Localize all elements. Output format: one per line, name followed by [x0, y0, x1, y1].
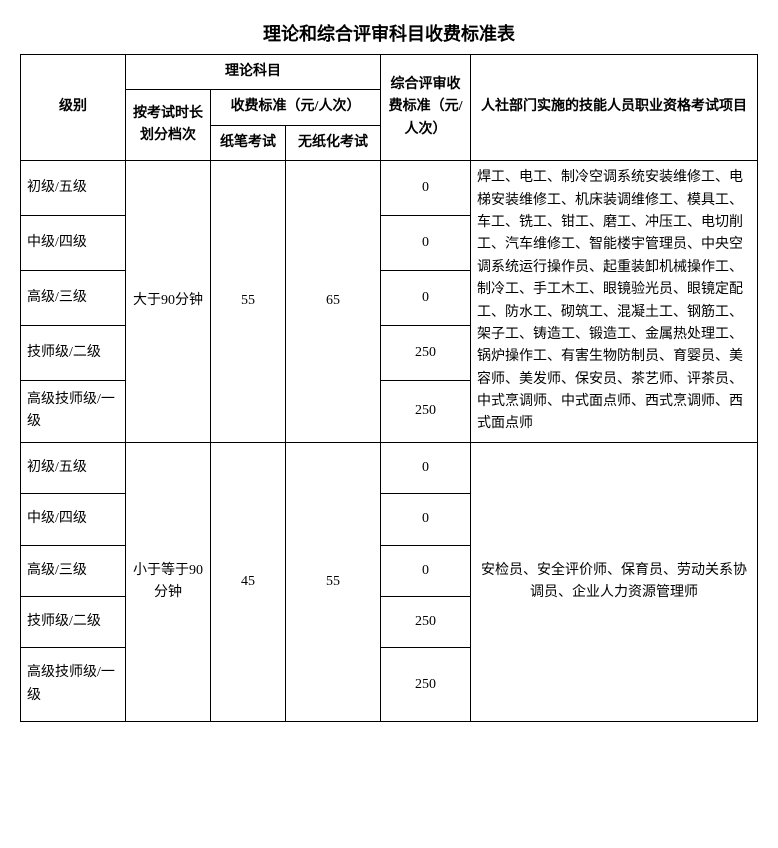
cell-level: 技师级/二级 [21, 326, 126, 381]
cell-g1-review-l1: 250 [381, 381, 471, 443]
table-title: 理论和综合评审科目收费标准表 [20, 20, 758, 46]
cell-g1-review-l3: 0 [381, 271, 471, 326]
hdr-level: 级别 [21, 55, 126, 161]
cell-g1-review-l2: 250 [381, 326, 471, 381]
cell-level: 中级/四级 [21, 494, 126, 545]
cell-level: 高级/三级 [21, 545, 126, 596]
cell-level: 高级技师级/一级 [21, 648, 126, 722]
hdr-paper-exam: 纸笔考试 [211, 125, 286, 160]
cell-level: 中级/四级 [21, 216, 126, 271]
hdr-theory-group: 理论科目 [126, 55, 381, 90]
cell-g1-paper: 55 [211, 161, 286, 443]
cell-g1-review-l5: 0 [381, 161, 471, 216]
cell-g1-review-l4: 0 [381, 216, 471, 271]
cell-g2-review-l4: 0 [381, 494, 471, 545]
row-g2-l5: 初级/五级 小于等于90分钟 45 55 0 安检员、安全评价师、保育员、劳动关… [21, 442, 758, 493]
fee-table: 级别 理论科目 综合评审收费标准（元/人次） 人社部门实施的技能人员职业资格考试… [20, 54, 758, 722]
cell-g2-review-l2: 250 [381, 597, 471, 648]
cell-g2-paperless: 55 [286, 442, 381, 721]
hdr-paperless-exam: 无纸化考试 [286, 125, 381, 160]
cell-g1-projects: 焊工、电工、制冷空调系统安装维修工、电梯安装维修工、机床装调维修工、模具工、车工… [471, 161, 758, 443]
cell-g1-duration: 大于90分钟 [126, 161, 211, 443]
cell-g2-duration: 小于等于90分钟 [126, 442, 211, 721]
cell-g2-review-l1: 250 [381, 648, 471, 722]
row-g1-l5: 初级/五级 大于90分钟 55 65 0 焊工、电工、制冷空调系统安装维修工、电… [21, 161, 758, 216]
hdr-duration: 按考试时长划分档次 [126, 90, 211, 161]
hdr-projects: 人社部门实施的技能人员职业资格考试项目 [471, 55, 758, 161]
cell-level: 初级/五级 [21, 442, 126, 493]
cell-level: 高级技师级/一级 [21, 381, 126, 443]
cell-g2-projects: 安检员、安全评价师、保育员、劳动关系协调员、企业人力资源管理师 [471, 442, 758, 721]
cell-g2-review-l5: 0 [381, 442, 471, 493]
cell-g2-paper: 45 [211, 442, 286, 721]
cell-level: 高级/三级 [21, 271, 126, 326]
cell-g2-review-l3: 0 [381, 545, 471, 596]
cell-level: 技师级/二级 [21, 597, 126, 648]
header-row-1: 级别 理论科目 综合评审收费标准（元/人次） 人社部门实施的技能人员职业资格考试… [21, 55, 758, 90]
hdr-fee-standard: 收费标准（元/人次） [211, 90, 381, 125]
cell-level: 初级/五级 [21, 161, 126, 216]
cell-g1-paperless: 65 [286, 161, 381, 443]
hdr-review-fee: 综合评审收费标准（元/人次） [381, 55, 471, 161]
